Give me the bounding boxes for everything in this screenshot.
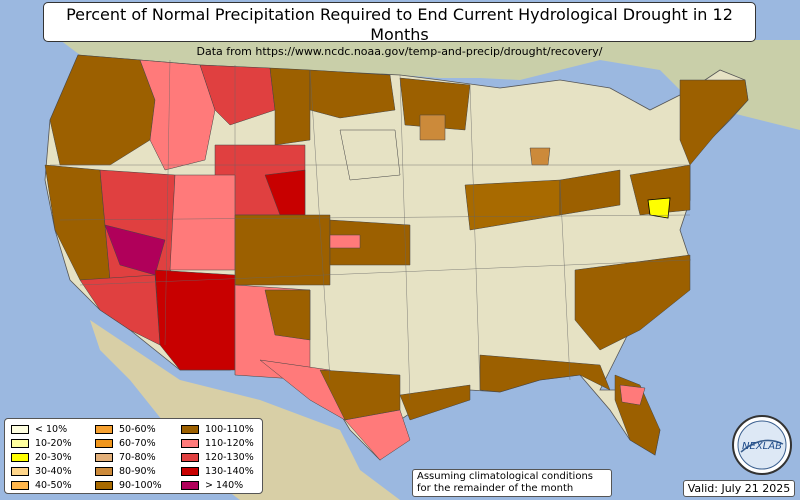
legend-swatch xyxy=(95,452,113,462)
region-sd-80-90 xyxy=(339,129,401,181)
legend-swatch xyxy=(181,466,199,476)
legend-item: 40-50% xyxy=(11,479,72,491)
legend-label: 20-30% xyxy=(35,451,72,463)
legend-item: > 140% xyxy=(181,479,243,491)
legend-label: 80-90% xyxy=(119,465,156,477)
region-colorado-100-110 xyxy=(234,214,331,286)
logo-text: NEXLAB xyxy=(742,441,782,452)
legend-swatch xyxy=(95,424,113,434)
map-subtitle: Data from https://www.ncdc.noaa.gov/temp… xyxy=(196,45,603,58)
legend-label: 70-80% xyxy=(119,451,156,463)
region-utah-110-120 xyxy=(169,174,236,271)
legend-swatch xyxy=(95,438,113,448)
region-dakota-100-110 xyxy=(309,69,396,119)
region-mn-80-90 xyxy=(419,114,446,141)
legend-label: > 140% xyxy=(205,479,244,491)
assumption-note-line-1: Assuming climatological conditions xyxy=(417,471,593,482)
region-ohio-100-110 xyxy=(559,169,621,216)
region-kansas-100-110 xyxy=(329,219,411,266)
legend-label: 130-140% xyxy=(205,465,254,477)
legend-swatch xyxy=(11,480,29,490)
region-southeast-100-110 xyxy=(574,254,691,351)
title-box: Percent of Normal Precipitation Required… xyxy=(43,2,756,58)
region-texas-south-110-120 xyxy=(344,409,411,461)
region-florida-110-120 xyxy=(619,384,646,406)
map-title: Percent of Normal Precipitation Required… xyxy=(66,5,733,44)
legend-swatch xyxy=(11,424,29,434)
legend-item: 90-100% xyxy=(95,479,162,491)
region-newmexico-100-110 xyxy=(264,289,311,341)
legend-label: 100-110% xyxy=(205,423,254,435)
legend-swatch xyxy=(11,466,29,476)
region-montana-120-130 xyxy=(199,64,276,126)
legend-label: 60-70% xyxy=(119,437,156,449)
legend-swatch xyxy=(181,452,199,462)
legend-item: 10-20% xyxy=(11,437,72,449)
legend-swatch xyxy=(11,452,29,462)
legend-item: 70-80% xyxy=(95,451,156,463)
state-boundaries xyxy=(50,59,691,401)
legend-swatch xyxy=(181,438,199,448)
region-texas-coast-100-110 xyxy=(399,384,471,421)
legend-label: < 10% xyxy=(35,423,68,435)
region-wisconsin-100-110 xyxy=(399,77,471,131)
nexlab-logo: NEXLAB xyxy=(732,415,792,475)
legend-label: 110-120% xyxy=(205,437,254,449)
region-maryland-20-30 xyxy=(647,197,671,219)
legend-item: 30-40% xyxy=(11,465,72,477)
legend-item: 110-120% xyxy=(181,437,254,449)
assumption-note-line-2: for the remainder of the month xyxy=(417,483,574,494)
legend-label: 50-60% xyxy=(119,423,156,435)
legend-label: 30-40% xyxy=(35,465,72,477)
region-socal-120-130 xyxy=(79,274,161,346)
canada-land xyxy=(60,40,800,130)
legend-label: 40-50% xyxy=(35,479,72,491)
region-kansas-pink xyxy=(329,234,361,249)
legend: < 10% 10-20% 20-30% 30-40% 40-50% 50-60%… xyxy=(4,418,263,494)
region-montana-east-100-110 xyxy=(269,67,311,146)
legend-item: 50-60% xyxy=(95,423,156,435)
legend-swatch xyxy=(181,480,199,490)
region-arizona-130-140 xyxy=(154,269,236,371)
legend-item: 60-70% xyxy=(95,437,156,449)
legend-item: 130-140% xyxy=(181,465,254,477)
mexico-land xyxy=(90,320,400,500)
legend-swatch xyxy=(181,424,199,434)
legend-item: 80-90% xyxy=(95,465,156,477)
region-gulf-100-110 xyxy=(479,354,611,393)
legend-label: 10-20% xyxy=(35,437,72,449)
legend-swatch xyxy=(95,466,113,476)
region-midatlantic-100-110 xyxy=(629,164,691,216)
legend-item: 120-130% xyxy=(181,451,254,463)
legend-item: 20-30% xyxy=(11,451,72,463)
valid-date: Valid: July 21 2025 xyxy=(683,480,795,497)
legend-swatch xyxy=(11,438,29,448)
legend-item: < 10% xyxy=(11,423,67,435)
legend-label: 120-130% xyxy=(205,451,254,463)
legend-item: 100-110% xyxy=(181,423,254,435)
region-northeast-100-110 xyxy=(679,79,749,166)
assumption-note: Assuming climatological conditions for t… xyxy=(412,469,612,497)
region-michigan-80-90 xyxy=(529,147,551,166)
legend-label: 90-100% xyxy=(119,479,162,491)
legend-swatch xyxy=(95,480,113,490)
